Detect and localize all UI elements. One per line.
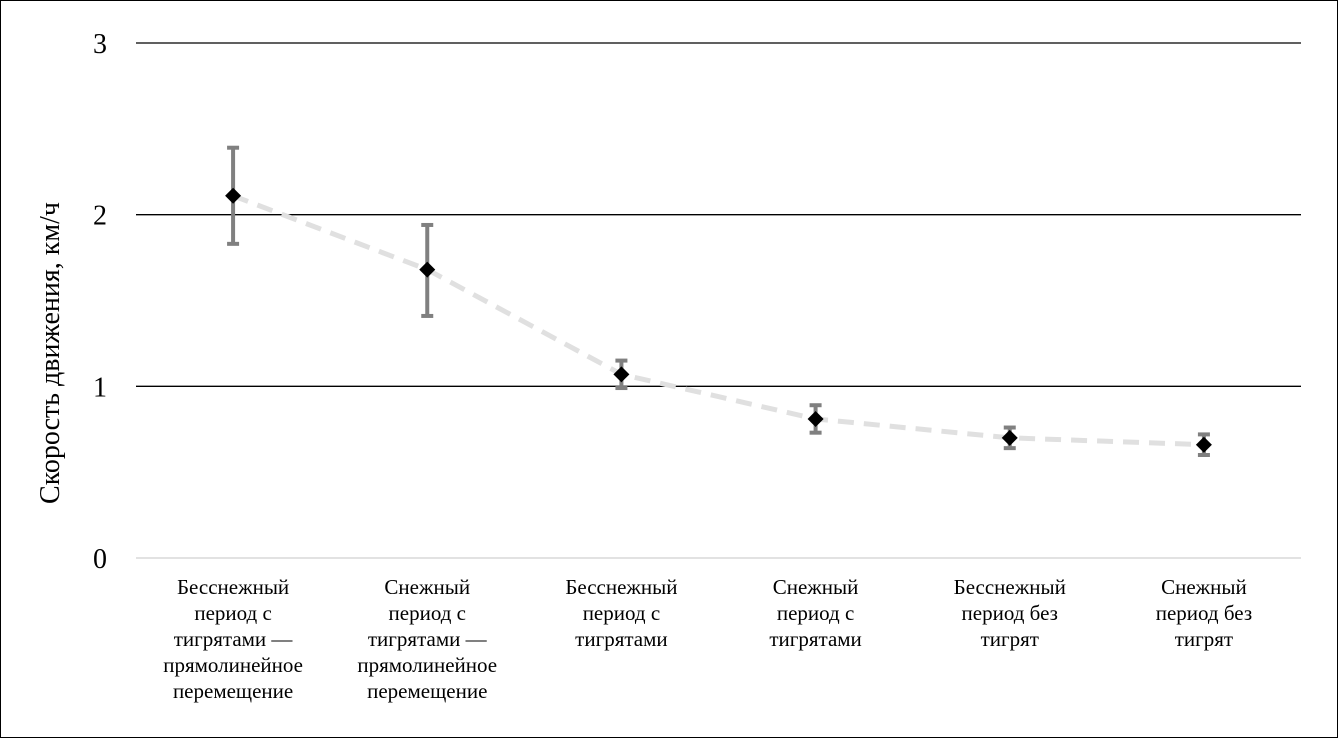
data-point (225, 187, 242, 204)
x-category-label-line: тигрятами (769, 627, 861, 651)
x-category-label-line: перемещение (173, 679, 293, 703)
y-tick-label: 1 (93, 372, 107, 403)
x-category-label: Снежный период с тигрятами — прямолинейное п… (357, 575, 497, 703)
x-category-label-line: Снежный (384, 575, 470, 599)
data-point (807, 410, 824, 427)
data-points (225, 187, 1212, 453)
y-tick-labels: 0 1 2 3 (93, 29, 107, 575)
y-tick-label: 2 (93, 201, 107, 232)
x-category-label-line: период с (777, 601, 854, 625)
trend-line (232, 193, 1205, 448)
data-point (1195, 436, 1212, 453)
trend-line-layer (232, 193, 1205, 448)
x-category-label-line: прямолинейное (357, 653, 497, 677)
x-category-label-line: тигрят (1175, 627, 1233, 651)
data-point (419, 261, 436, 278)
x-category-label-line: Бесснежный (954, 575, 1066, 599)
x-category-label-line: Бесснежный (177, 575, 289, 599)
error-bars (227, 145, 1210, 457)
x-category-label-line: тигрятами — (174, 627, 294, 651)
y-axis-title: Скорость движения, км/ч (35, 202, 66, 504)
x-category-label: Бесснежный период с тигрятами (565, 575, 677, 651)
x-category-label-line: тигрят (981, 627, 1039, 651)
x-category-label-line: период с (194, 601, 271, 625)
x-category-label-line: тигрятами (575, 627, 667, 651)
x-category-label-line: тигрятами — (368, 627, 488, 651)
gridlines (136, 42, 1301, 559)
x-category-label: Бесснежный период без тигрят (954, 575, 1066, 651)
y-tick-label: 3 (93, 29, 107, 60)
x-category-label: Снежный период без тигрят (1156, 575, 1252, 651)
data-point (1001, 429, 1018, 446)
x-category-label-line: период без (1156, 601, 1252, 625)
x-category-label-line: перемещение (367, 679, 487, 703)
y-tick-label: 0 (93, 544, 107, 575)
x-category-label-line: прямолинейное (163, 653, 303, 677)
x-category-label-line: Снежный (1161, 575, 1247, 599)
x-category-label-line: Снежный (773, 575, 859, 599)
x-category-label-line: Бесснежный (565, 575, 677, 599)
data-point (613, 366, 630, 383)
x-category-label-line: период без (962, 601, 1058, 625)
x-category-label-line: период с (389, 601, 466, 625)
x-category-label: Бесснежный период с тигрятами — прямолинейн… (163, 575, 303, 703)
category-labels: Бесснежный период с тигрятами — прямолинейн… (163, 575, 1252, 703)
x-category-label-line: период с (583, 601, 660, 625)
x-category-label: Снежный период с тигрятами (769, 575, 861, 651)
